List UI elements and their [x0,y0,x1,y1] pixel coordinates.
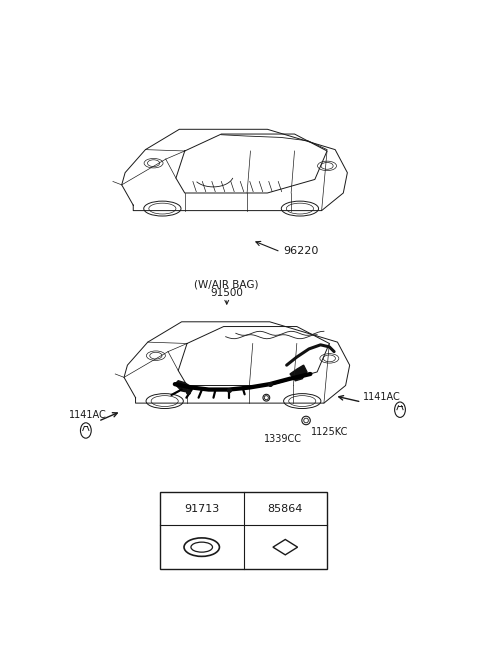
Text: 91713: 91713 [184,504,219,514]
Text: 1141AC: 1141AC [363,392,401,402]
Bar [160,492,327,569]
Text: 96220: 96220 [283,246,318,256]
Polygon shape [175,381,192,392]
Text: (W/AIR BAG): (W/AIR BAG) [194,279,259,290]
Text: 1125KC: 1125KC [312,426,349,437]
Polygon shape [290,365,307,381]
Text: 1339CC: 1339CC [264,434,302,444]
Text: 91500: 91500 [210,288,243,299]
Text: 1141AC: 1141AC [69,410,107,420]
Text: 85864: 85864 [267,504,303,514]
